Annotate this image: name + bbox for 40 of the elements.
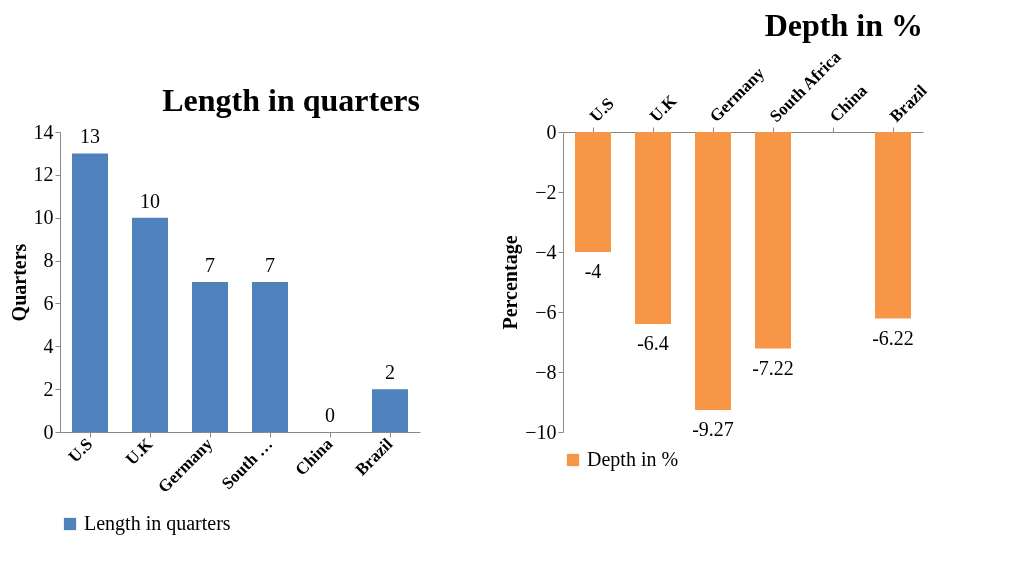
y-tick-label: 10 [33, 206, 54, 229]
legend-label: Depth in % [587, 448, 679, 471]
legend-label: Length in quarters [84, 512, 231, 535]
x-tick-label: U.K [121, 433, 157, 469]
bar [72, 153, 108, 432]
chart-title: Depth in % [764, 6, 923, 43]
y-tick-label: 2 [43, 377, 54, 400]
y-tick-label: 14 [33, 120, 54, 143]
data-label: 2 [385, 361, 395, 384]
bar [132, 217, 168, 432]
data-label: 13 [80, 125, 100, 148]
data-label: -7.22 [752, 356, 794, 379]
y-tick-label: −6 [535, 300, 557, 323]
bar [192, 282, 228, 432]
y-tick-label: 6 [43, 291, 54, 314]
data-label: 0 [325, 404, 335, 426]
data-label: 7 [205, 254, 215, 276]
y-tick-label: 8 [43, 249, 54, 272]
data-label: -4 [584, 260, 602, 282]
y-tick-label: 0 [43, 420, 54, 443]
y-tick-label: 0 [546, 120, 557, 143]
y-tick-label: 4 [43, 334, 54, 357]
y-tick-label: −8 [535, 360, 557, 383]
data-label: -6.22 [872, 326, 914, 349]
y-tick-label: −2 [535, 180, 557, 203]
y-tick-label: −4 [535, 240, 557, 263]
data-label: -9.27 [692, 418, 734, 441]
y-tick-label: 12 [33, 163, 54, 186]
y-axis-title: Percentage [499, 235, 523, 330]
x-tick-label: U.S [585, 94, 618, 126]
bar [372, 389, 408, 432]
y-axis-title: Quarters [7, 243, 30, 322]
x-tick-label: U.K [645, 90, 681, 126]
y-tick-label: −10 [525, 420, 557, 443]
x-tick-label: U.S [64, 434, 97, 467]
bar [252, 282, 288, 432]
data-label: -6.4 [637, 332, 669, 354]
chart-title: Length in quarters [162, 82, 420, 118]
data-label: 10 [140, 189, 160, 212]
data-label: 7 [265, 254, 275, 276]
